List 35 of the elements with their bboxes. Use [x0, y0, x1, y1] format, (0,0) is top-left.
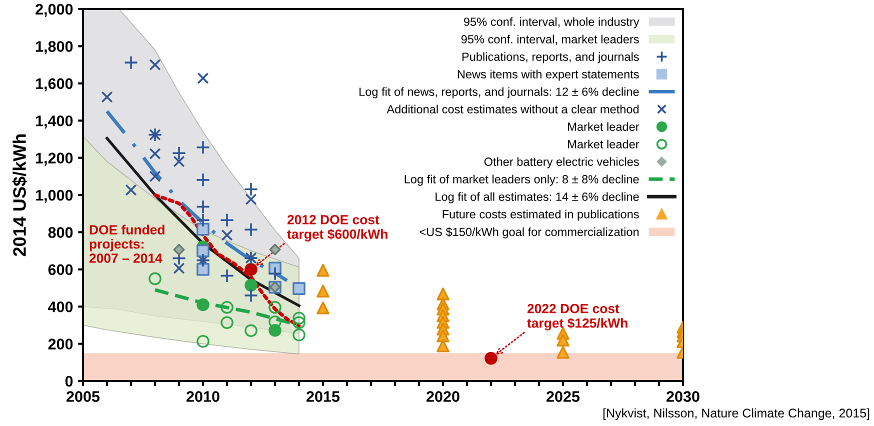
- legend-label: Market leader: [568, 122, 640, 131]
- legend-label: Future costs estimated in publications: [442, 210, 639, 221]
- y-tick-label: 0: [65, 376, 73, 387]
- y-tick-label: 1,200: [36, 152, 73, 166]
- annotation: 2012 DOE cost target $600/kWh: [287, 215, 388, 242]
- y-tick-label: 200: [48, 338, 73, 350]
- legend-label: Log fit of news, reports, and journals: 12 ± 6% decline: [360, 87, 639, 98]
- y-tick-label: 1,800: [36, 41, 73, 54]
- x-tick-label: 2020: [426, 391, 460, 402]
- legend-label: Market leader: [568, 140, 640, 148]
- legend-label: 95% conf. interval, market leaders: [461, 34, 639, 45]
- x-tick-label: 2015: [306, 391, 340, 402]
- legend-label: News items with expert statements: [458, 70, 639, 81]
- y-tick-label: 800: [48, 227, 73, 238]
- legend-label: Log fit of market leaders only: 8 ± 8% decline: [404, 174, 639, 186]
- legend-label: Other battery electric vehicles: [484, 157, 639, 168]
- y-tick-label: 1,400: [36, 115, 73, 128]
- legend-label: Publications, reports, and journals: [462, 52, 639, 64]
- legend-label: Log fit of all estimates: 14 ± 6% decline: [436, 192, 639, 204]
- y-tick-label: 400: [48, 301, 73, 312]
- y-axis-title: 2014 US$/kWh: [12, 134, 28, 256]
- y-tick-label: 1,000: [36, 190, 73, 203]
- y-tick-label: 600: [48, 264, 73, 276]
- y-tick-label: 2,000: [36, 4, 73, 17]
- y-tick-label: 1,600: [36, 78, 73, 92]
- x-tick-label: 2025: [546, 391, 580, 402]
- text: [Nykvist, Nilsson, Nature Climate Change, 2015]: [603, 408, 870, 420]
- x-tick-label: 2030: [666, 391, 700, 402]
- legend-label: Additional cost estimates without a clear method: [386, 104, 639, 114]
- annotation: DOE funded projects: 2007 – 2014: [89, 224, 164, 263]
- legend-label: 95% conf. interval, whole industry: [464, 17, 640, 28]
- annotation: 2022 DOE cost target $125/kWh: [527, 304, 628, 330]
- x-tick-label: 2010: [186, 391, 220, 402]
- x-tick-label: 2005: [66, 391, 100, 402]
- legend-label: <US $150/kWh goal for commercialization: [420, 227, 639, 238]
